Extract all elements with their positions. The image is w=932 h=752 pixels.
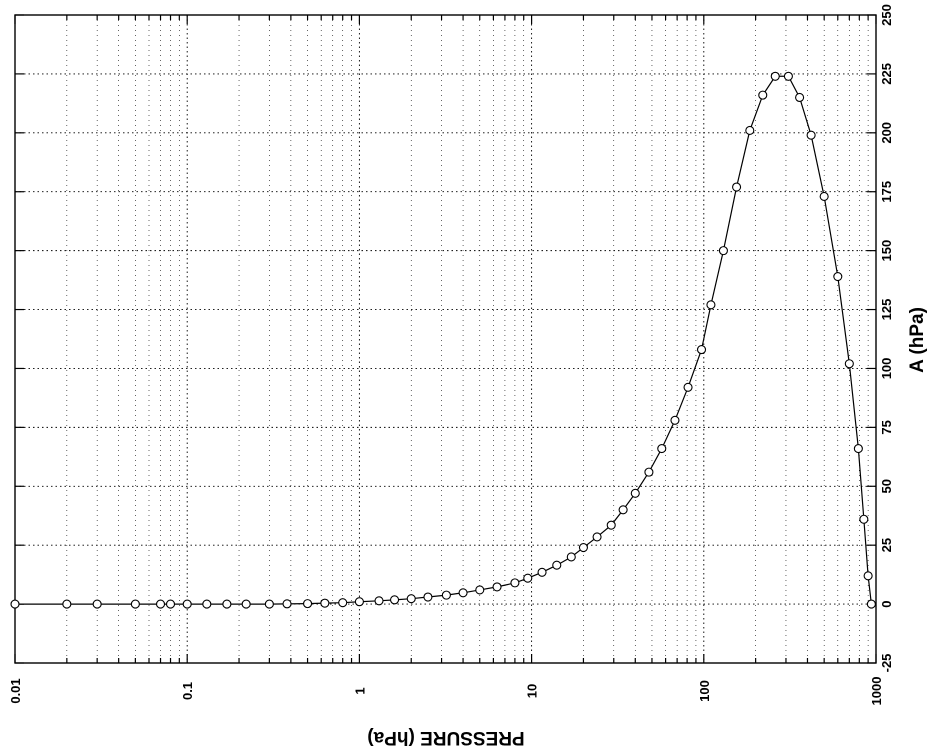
data-point	[222, 599, 232, 609]
data-point	[354, 597, 364, 607]
data-point	[630, 488, 640, 498]
data-point	[578, 542, 588, 553]
data-point	[758, 90, 768, 100]
data-point	[819, 191, 829, 201]
y-tick-label: 225	[879, 63, 894, 85]
data-point	[423, 592, 433, 602]
data-point	[241, 599, 251, 609]
x-tick-label: 0.1	[180, 682, 195, 700]
data-point	[92, 599, 102, 609]
data-point	[552, 560, 562, 570]
data-point	[10, 599, 20, 609]
data-point	[510, 578, 520, 588]
data-point	[606, 520, 616, 530]
data-point	[62, 599, 72, 609]
data-point	[696, 345, 707, 355]
data-point	[783, 71, 793, 81]
x-tick-label: 10	[525, 684, 540, 698]
data-point	[389, 595, 400, 605]
data-point	[537, 567, 547, 577]
y-axis-label: A (hPa)	[907, 307, 928, 373]
grid	[14, 14, 877, 664]
data-point	[182, 599, 192, 609]
data-point	[264, 599, 274, 609]
data-point	[644, 467, 654, 477]
axis-ticks	[14, 14, 877, 664]
data-point	[374, 596, 384, 606]
y-tick-label: 25	[879, 538, 894, 552]
x-tick-label: 100	[697, 680, 712, 702]
data-point	[732, 182, 742, 192]
data-point	[844, 359, 854, 369]
data-point	[833, 272, 843, 282]
data-point	[866, 599, 876, 609]
y-tick-label: 50	[879, 479, 894, 493]
y-tick-label: 125	[879, 299, 894, 321]
data-point	[475, 585, 485, 595]
data-point	[770, 71, 780, 81]
data-point	[130, 599, 140, 609]
data-point	[863, 571, 873, 581]
y-tick-label: 200	[879, 122, 894, 144]
data-point	[683, 382, 693, 392]
data-point	[718, 246, 728, 256]
data-point	[406, 594, 416, 604]
data-point	[853, 444, 863, 454]
series-markers	[10, 71, 876, 609]
data-point	[492, 582, 502, 592]
y-tick-label: 0	[879, 600, 894, 607]
series-line	[15, 75, 872, 605]
data-point	[441, 590, 451, 600]
x-tick-label: 1000	[869, 677, 884, 706]
x-axis-label: PRESSURE (hPa)	[367, 727, 524, 748]
y-tick-label: 75	[879, 420, 894, 434]
x-tick-label: 0.01	[8, 678, 23, 703]
data-point	[282, 599, 292, 609]
plot-frame	[14, 14, 877, 664]
y-tick-label: -25	[879, 654, 894, 673]
x-tick-label: 1	[352, 687, 367, 694]
x-tick-labels: 0.01 0.1 1 10 100 1000	[8, 677, 884, 706]
data-point	[155, 599, 166, 609]
data-point	[795, 92, 805, 103]
data-point	[859, 514, 869, 524]
y-tick-label: 175	[879, 181, 894, 203]
data-point	[202, 599, 212, 609]
data-point	[657, 444, 667, 454]
y-tick-labels: -25 0 25 50 75 100 125 150 175 200 225 250	[879, 4, 894, 672]
data-point	[165, 599, 176, 609]
data-point	[618, 505, 628, 515]
data-point	[320, 598, 330, 608]
y-tick-label: 100	[879, 358, 894, 380]
data-point	[670, 415, 680, 425]
data-point	[303, 599, 313, 609]
data-point	[806, 130, 816, 140]
data-point	[592, 532, 602, 542]
y-tick-label: 150	[879, 240, 894, 262]
y-tick-label: 250	[879, 4, 894, 26]
data-point	[745, 125, 755, 136]
data-point	[566, 552, 576, 562]
data-point	[523, 573, 533, 583]
data-point	[338, 598, 348, 608]
data-point	[458, 588, 468, 598]
data-point	[706, 300, 716, 310]
